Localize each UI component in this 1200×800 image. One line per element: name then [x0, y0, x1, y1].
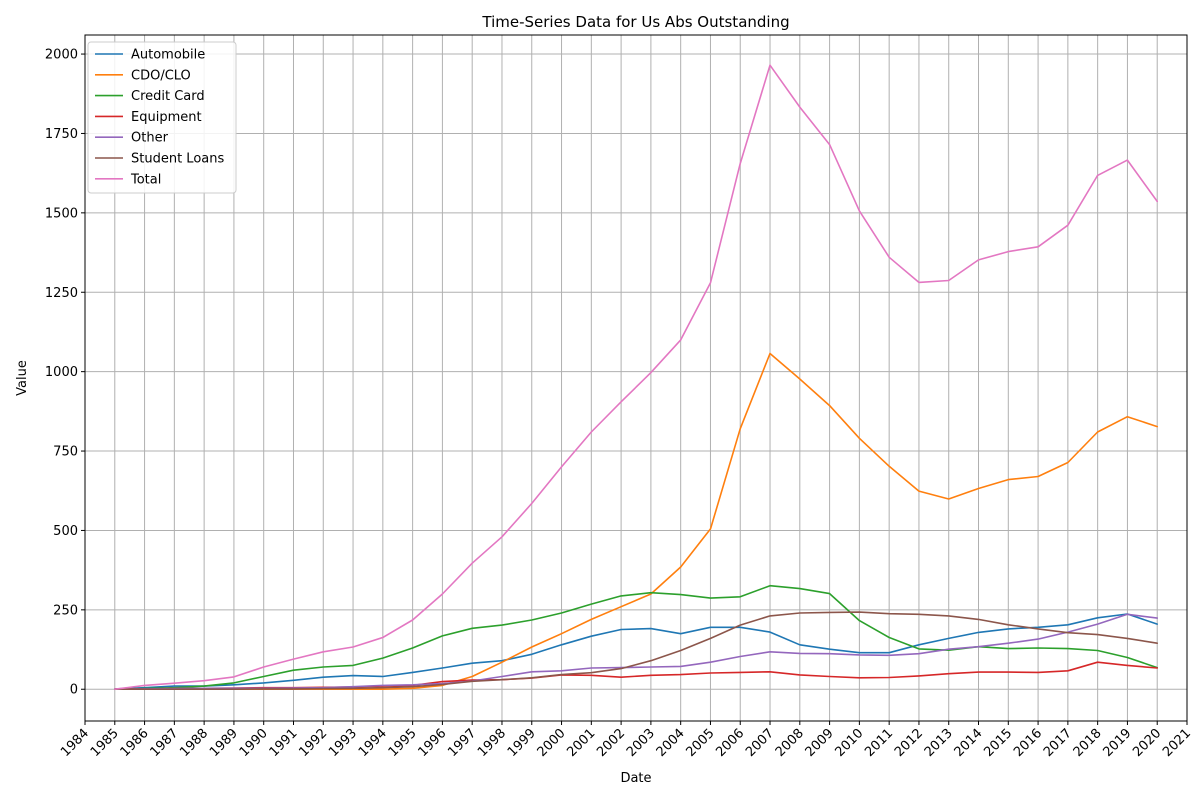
plot-area-frame	[84, 34, 1188, 722]
legend: Automobile CDO/CLO Credit Card Equipment Oth…	[87, 41, 237, 194]
y-axis-label: Value	[15, 360, 30, 396]
y-tick-label: 750	[53, 445, 78, 460]
series-line-automobile	[114, 613, 1158, 690]
y-tick-label: 500	[53, 524, 78, 539]
legend-label-cdo-clo: CDO/CLO	[131, 68, 191, 83]
y-tick-label: 250	[53, 603, 78, 618]
legend-label-other: Other	[131, 131, 169, 146]
series-lines	[114, 64, 1158, 691]
y-tick-label: 1250	[45, 286, 78, 301]
series-line-other	[114, 613, 1158, 691]
legend-label-total: Total	[130, 172, 161, 187]
y-tick-label: 2000	[45, 48, 78, 63]
y-tick-label: 1000	[45, 365, 78, 380]
legend-label-equipment: Equipment	[131, 110, 202, 125]
legend-label-credit-card: Credit Card	[131, 89, 205, 104]
series-line-total	[114, 64, 1158, 691]
legend-label-student-loans: Student Loans	[131, 152, 224, 167]
legend-label-automobile: Automobile	[131, 48, 205, 63]
legend-box	[87, 41, 237, 194]
y-tick-label: 1500	[45, 206, 78, 221]
series-line-credit-card	[114, 584, 1158, 691]
chart-title: Time-Series Data for Us Abs Outstanding	[481, 13, 789, 31]
y-tick-label: 0	[70, 683, 78, 698]
x-axis-label: Date	[620, 771, 651, 786]
series-line-student-loans	[114, 611, 1158, 691]
y-tick-label: 1750	[45, 127, 78, 142]
y-axis-ticks: 0 250 500 750 1000 1250 1500 1750 2000	[45, 48, 85, 698]
